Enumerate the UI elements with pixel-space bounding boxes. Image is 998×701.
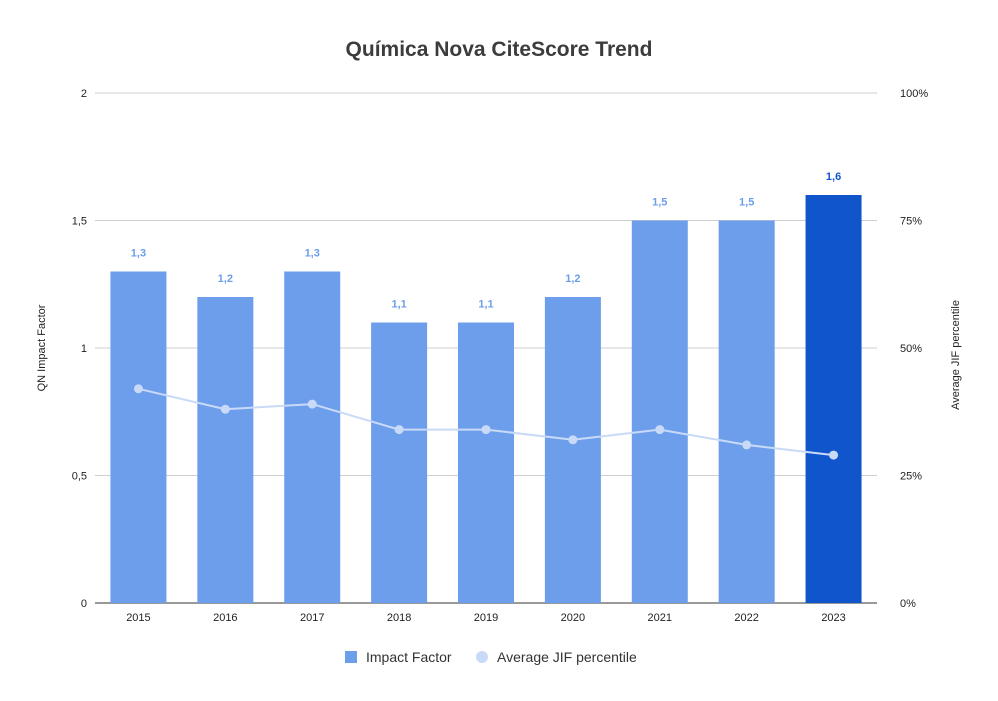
bar [631,220,688,603]
bar [718,220,775,603]
chart-title: Química Nova CiteScore Trend [346,38,653,61]
legend-swatch-impact-factor [345,651,357,663]
y-tick-right-label: 100% [900,88,928,100]
y-tick-right-label: 25% [900,471,922,483]
legend: Impact Factor Average JIF percentile [345,649,637,665]
y-tick-right-label: 0% [900,598,916,610]
y-tick-label: 0,5 [72,471,87,483]
legend-label-jif-percentile: Average JIF percentile [497,649,637,665]
data-labels: 1,3 1,2 1,3 1,1 1,1 1,2 1,5 1,5 1,6 [131,171,841,311]
bar [284,271,341,603]
y-tick-label: 2 [81,88,87,100]
bar [544,297,601,603]
y-tick-label: 0 [81,598,87,610]
x-tick-label: 2015 [126,612,150,624]
legend-label-impact-factor: Impact Factor [366,649,452,665]
line-series [133,384,839,460]
y-axis-ticks: 0 0,5 1 1,5 2 [72,88,87,610]
x-tick-label: 2020 [561,612,585,624]
bar-data-label: 1,5 [652,197,667,209]
y-tick-label: 1,5 [72,216,87,228]
bar-data-label: 1,6 [826,171,841,183]
line-point [133,384,143,394]
bar [805,195,862,603]
bar-data-label: 1,5 [739,197,754,209]
line-point [829,450,839,460]
legend-swatch-jif-percentile [476,651,488,663]
y-tick-right-label: 50% [900,343,922,355]
x-tick-label: 2021 [648,612,672,624]
bar-data-label: 1,1 [391,299,406,311]
bar [458,322,514,603]
x-tick-label: 2019 [474,612,498,624]
x-tick-label: 2023 [821,612,845,624]
bar [371,322,428,603]
line-point [655,425,665,435]
y-axis-right-title: Average JIF percentile [950,300,962,410]
bar-series [110,195,862,603]
bar-data-label: 1,3 [131,248,146,260]
line-point [742,440,752,450]
bar-data-label: 1,3 [305,248,320,260]
x-axis-ticks: 2015 2016 2017 2018 2019 2020 2021 2022 2023 [126,612,846,624]
bar [110,271,167,603]
x-tick-label: 2016 [213,612,237,624]
bar-data-label: 1,2 [565,273,580,285]
line-point [307,399,317,409]
y-axis-title: QN Impact Factor [36,304,48,391]
bar-data-label: 1,2 [218,273,233,285]
line-point [220,404,230,414]
y-tick-label: 1 [81,343,87,355]
bar-data-label: 1,1 [478,299,493,311]
line-point [568,435,578,445]
x-tick-label: 2018 [387,612,411,624]
x-tick-label: 2022 [734,612,758,624]
y-tick-right-label: 75% [900,216,922,228]
bar [197,297,254,603]
y-axis-right-ticks: 0% 25% 50% 75% 100% [900,88,928,610]
x-tick-label: 2017 [300,612,324,624]
line-point [481,425,491,435]
line-point [394,425,404,435]
